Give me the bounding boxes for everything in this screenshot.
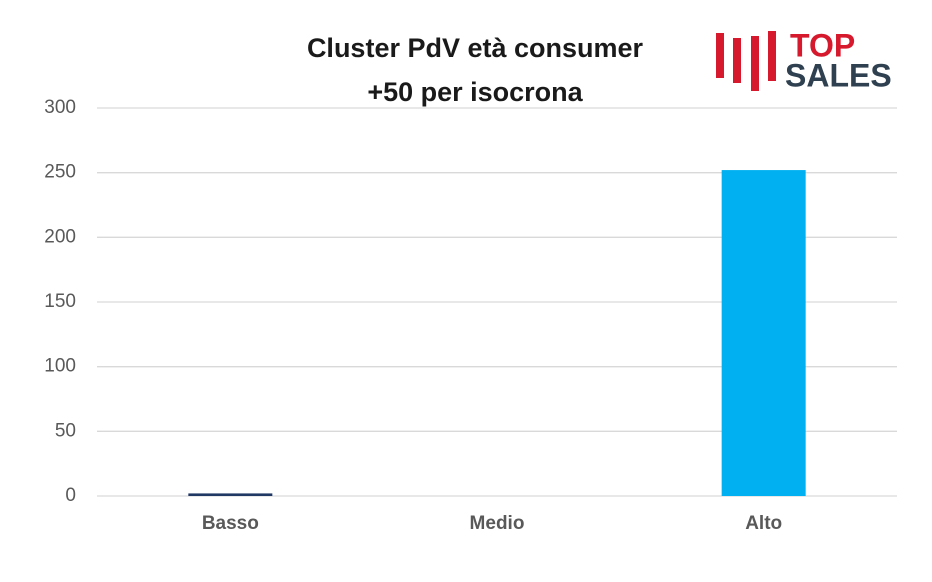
chart-title: Cluster PdV età consumer [307, 33, 644, 63]
bar [721, 170, 806, 496]
y-tick-label: 250 [44, 162, 76, 183]
chart-title: +50 per isocrona [367, 77, 583, 107]
x-tick-label: Medio [470, 513, 525, 534]
logo: TOP SALES [716, 27, 892, 93]
logo-bar [751, 36, 759, 91]
bar [188, 493, 273, 496]
y-tick-label: 0 [65, 485, 76, 506]
y-tick-label: 200 [44, 226, 76, 247]
logo-bar [733, 38, 741, 83]
x-tick-label: Alto [745, 513, 782, 534]
logo-text: SALES [785, 57, 892, 93]
logo-text: TOP [790, 27, 855, 63]
logo-bar [768, 31, 776, 81]
logo-bar [716, 33, 724, 78]
y-tick-label: 100 [44, 356, 76, 377]
y-tick-label: 300 [44, 97, 76, 118]
y-tick-label: 50 [55, 420, 76, 441]
y-tick-label: 150 [44, 291, 76, 312]
x-tick-label: Basso [202, 513, 259, 534]
